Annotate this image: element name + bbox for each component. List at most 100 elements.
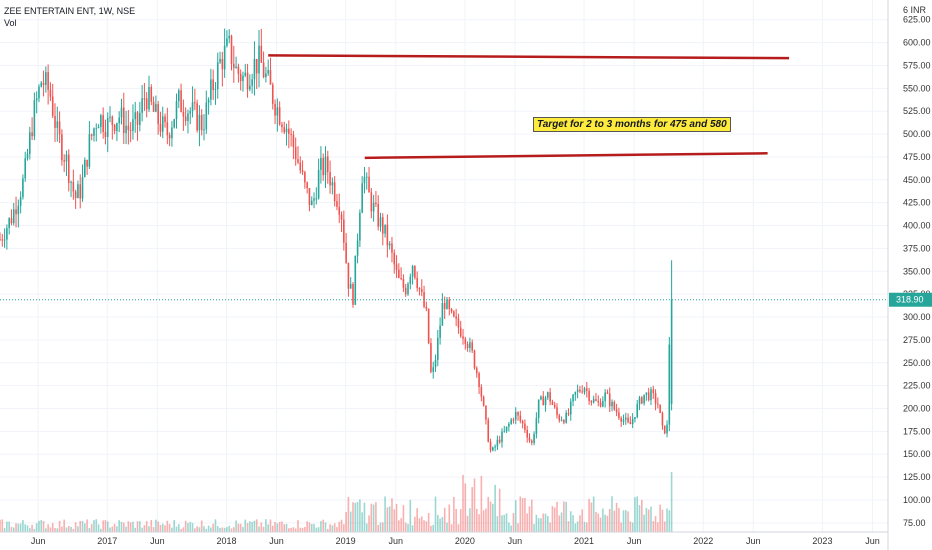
volume-legend[interactable]: Vol (4, 18, 17, 28)
volume-bar (278, 522, 281, 532)
candle-body (141, 98, 143, 113)
candle-body (381, 217, 384, 234)
volume-bar (104, 519, 107, 532)
candle-body (267, 70, 269, 74)
candle-body (375, 202, 377, 204)
candle-body (533, 434, 535, 443)
volume-bar (315, 527, 318, 532)
candle-body (177, 90, 180, 102)
volume-bar (47, 524, 49, 532)
volume-bar (180, 528, 182, 532)
symbol-title[interactable]: ZEE ENTERTAIN ENT, 1W, NSE (4, 6, 136, 16)
volume-bar (283, 524, 286, 532)
candle-body (164, 116, 166, 123)
candle-body (482, 396, 485, 406)
candle-body (547, 392, 549, 398)
candle-body (645, 392, 648, 395)
price-tick-label: 450.00 (903, 175, 931, 185)
candle-body (95, 128, 98, 130)
candle-body (352, 283, 354, 305)
candle-body (446, 299, 448, 310)
candle-body (28, 132, 31, 154)
volume-bar (565, 501, 567, 532)
candle-body (563, 420, 565, 423)
candle-body (404, 287, 407, 295)
candle-body (310, 200, 313, 206)
candle-body (388, 243, 391, 246)
candle-body (235, 66, 237, 68)
time-tick-label: Jun (865, 536, 880, 546)
volume-bar (166, 520, 169, 532)
candle-body (226, 38, 228, 46)
candle-body (526, 430, 529, 438)
candle-body (216, 62, 219, 90)
volume-bar (226, 527, 228, 532)
candle-body (340, 214, 343, 220)
target-annotation[interactable]: Target for 2 to 3 months for 475 and 580 (533, 117, 731, 132)
volume-bar (349, 511, 352, 532)
candle-body (315, 198, 318, 200)
volume-bar (177, 524, 180, 532)
candle-body (290, 133, 292, 135)
candle-body (17, 205, 20, 215)
candle-body (475, 368, 478, 374)
candle-body (292, 134, 295, 147)
trendline[interactable] (268, 54, 790, 60)
volume-bar (207, 525, 210, 532)
volume-bar (338, 521, 341, 532)
volume-bar (455, 508, 457, 532)
volume-bar (194, 528, 196, 532)
volume-bar (608, 508, 611, 532)
time-tick-label: Jun (746, 536, 761, 546)
candle-body (453, 311, 455, 317)
candle-body (6, 228, 8, 240)
trendlines[interactable] (268, 54, 790, 160)
volume-bar (269, 519, 272, 532)
candle-body (194, 102, 196, 104)
candle-body (324, 156, 327, 176)
candle-body (306, 182, 308, 188)
volume-bar (659, 504, 661, 532)
volume-bar (418, 518, 421, 532)
candle-body (56, 121, 59, 128)
volume-bar (331, 525, 334, 532)
time-axis[interactable]: Jun 2017 Jun 2018 Jun 2019 Jun 2020 Jun 2021 Jun 20… (0, 531, 888, 546)
trendline[interactable] (364, 152, 768, 160)
candle-body (425, 306, 428, 309)
candle-body (223, 45, 226, 70)
volume-bar (127, 521, 130, 532)
volume-bar (450, 524, 453, 532)
candle-body (308, 187, 311, 206)
volume-bar (288, 528, 290, 532)
volume-bar (260, 522, 263, 532)
price-axis[interactable]: 75.00 100.00 125.00 150.00 175.00 200.00 225.0… (887, 0, 932, 550)
volume-bar (6, 521, 8, 532)
volume-bar (148, 526, 150, 532)
candle-body (72, 181, 75, 192)
candle-body (242, 75, 244, 82)
volume-bar (26, 525, 29, 532)
volume-bar (267, 524, 269, 532)
time-tick-label: Jun (269, 536, 284, 546)
volume-bar (627, 511, 629, 532)
candle-body (434, 359, 437, 368)
candle-body (409, 276, 412, 284)
volume-bar (430, 525, 432, 532)
volume-bar (654, 516, 657, 532)
chart-grid (0, 0, 888, 532)
candle-body (489, 441, 492, 451)
price-tick-label: 400.00 (903, 221, 931, 231)
volume-bar (395, 503, 398, 532)
candle-body (608, 393, 611, 407)
volume-bar (24, 524, 27, 532)
candle-body (356, 240, 359, 256)
volume-bar (558, 515, 561, 532)
volume-bar (489, 501, 492, 532)
volume-bar (230, 528, 233, 532)
candle-body (469, 342, 471, 349)
volume-bar (155, 519, 157, 532)
candle-body (586, 388, 588, 391)
volume-bar (173, 520, 176, 532)
volume-bar (629, 521, 632, 532)
